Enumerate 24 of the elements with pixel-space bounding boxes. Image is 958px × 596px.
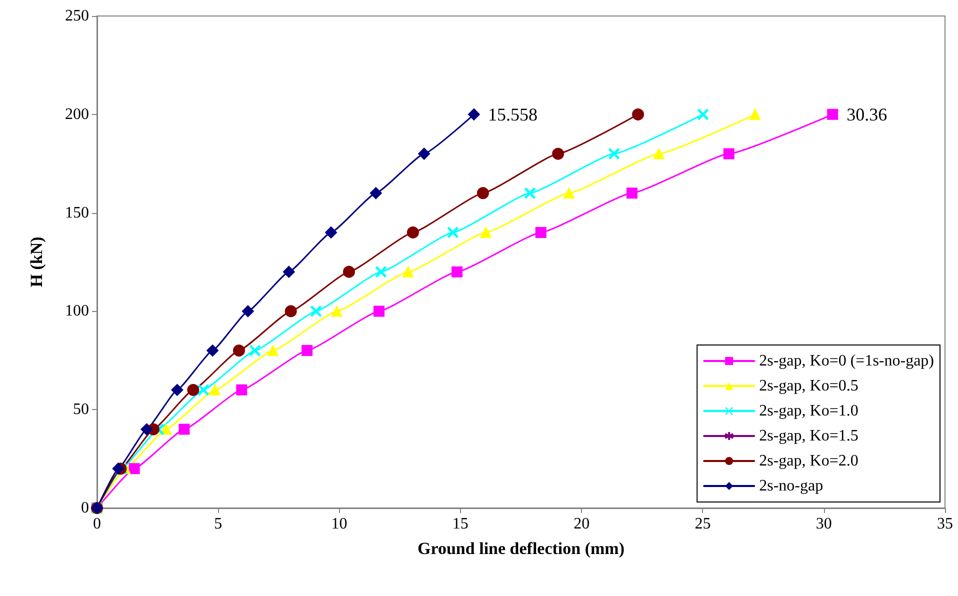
- y-tick-label: 100: [65, 302, 89, 320]
- y-tick-label: 150: [65, 204, 89, 222]
- x-tick-label: 30: [816, 516, 832, 532]
- x-tick-label: 0: [93, 516, 101, 532]
- legend-label: 2s-no-gap: [759, 478, 824, 494]
- legend-label: 2s-gap, Ko=0.5: [759, 378, 858, 394]
- y-tick-label: 250: [65, 8, 89, 24]
- x-axis-title: Ground line deflection (mm): [418, 539, 624, 558]
- legend-label: 2s-gap, Ko=0 (=1s-no-gap): [759, 352, 934, 370]
- annotation: 15.558: [488, 104, 538, 124]
- x-tick-label: 5: [214, 516, 222, 532]
- y-tick-label: 0: [81, 500, 89, 516]
- annotation: 30.36: [846, 104, 888, 124]
- y-axis-title: H (kN): [27, 236, 46, 288]
- x-tick-label: 15: [452, 516, 468, 532]
- y-tick-label: 50: [73, 401, 89, 418]
- x-tick-label: 20: [574, 516, 590, 532]
- x-tick-label: 10: [331, 516, 348, 532]
- legend-label: 2s-gap, Ko=1.0: [759, 402, 858, 420]
- x-tick-label: 35: [937, 516, 953, 532]
- legend-label: 2s-gap, Ko=1.5: [759, 428, 858, 444]
- x-tick-label: 25: [694, 516, 711, 532]
- y-tick-label: 200: [65, 106, 89, 123]
- legend-label: 2s-gap, Ko=2.0: [759, 452, 858, 470]
